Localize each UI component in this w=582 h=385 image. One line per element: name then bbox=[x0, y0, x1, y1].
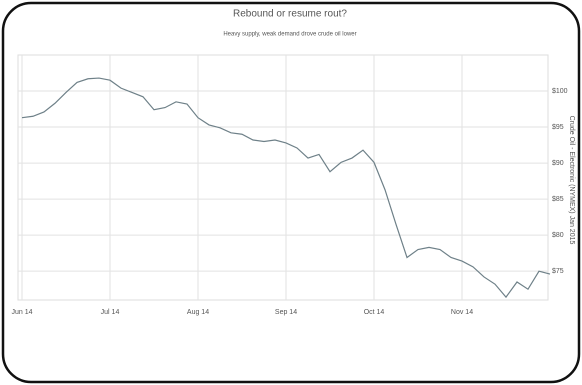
y-tick-label: $75 bbox=[552, 268, 564, 275]
x-tick-label: Sep 14 bbox=[275, 309, 297, 316]
chart-subtitle: Heavy supply, weak demand drove crude oi… bbox=[223, 32, 356, 38]
y-tick-label: $85 bbox=[552, 196, 564, 203]
y-tick-label: $90 bbox=[552, 160, 564, 167]
x-tick-label: Oct 14 bbox=[364, 309, 385, 316]
x-tick-label: Aug 14 bbox=[187, 309, 209, 316]
y-tick-label: $100 bbox=[552, 88, 568, 95]
y-axis-label: Crude Oil - Electronic (NYMEX) Jan 2015 bbox=[568, 116, 575, 245]
y-tick-label: $80 bbox=[552, 232, 564, 239]
y-tick-label: $95 bbox=[552, 124, 564, 131]
x-tick-label: Jun 14 bbox=[11, 309, 32, 316]
x-tick-label: Jul 14 bbox=[101, 309, 120, 316]
plot-area bbox=[17, 54, 549, 301]
line-series bbox=[21, 77, 551, 299]
x-tick-label: Nov 14 bbox=[451, 309, 473, 316]
chart-title: Rebound or resume rout? bbox=[233, 9, 347, 20]
